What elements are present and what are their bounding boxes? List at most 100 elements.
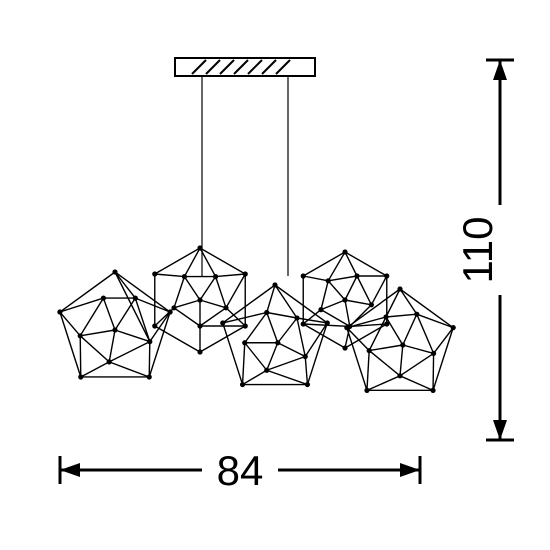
poly-edge bbox=[347, 317, 386, 328]
poly-node bbox=[147, 339, 152, 344]
poly-node bbox=[430, 388, 435, 393]
poly-node bbox=[197, 245, 202, 250]
poly-edge bbox=[103, 298, 115, 330]
poly-node bbox=[152, 271, 157, 276]
poly-edge bbox=[200, 300, 226, 308]
poly-node bbox=[397, 373, 402, 378]
poly-edge bbox=[243, 343, 245, 385]
poly-node bbox=[451, 325, 456, 330]
poly-node bbox=[342, 297, 347, 302]
poly-node bbox=[197, 323, 202, 328]
poly-edge bbox=[200, 326, 245, 352]
poly-node bbox=[303, 354, 308, 359]
poly-node bbox=[344, 325, 349, 330]
poly-edge bbox=[80, 336, 81, 377]
poly-edge bbox=[357, 276, 371, 305]
poly-edge bbox=[345, 300, 371, 305]
poly-node bbox=[133, 296, 138, 301]
poly-edge bbox=[400, 345, 403, 376]
poly-node bbox=[397, 286, 402, 291]
poly-node bbox=[383, 314, 388, 319]
poly-edge bbox=[433, 328, 453, 391]
canopy-hatch bbox=[192, 60, 206, 74]
poly-edge bbox=[155, 308, 174, 326]
poly-node bbox=[326, 278, 331, 283]
poly-edge bbox=[267, 343, 278, 371]
poly-node bbox=[152, 323, 157, 328]
poly-node bbox=[57, 309, 62, 314]
poly-node bbox=[367, 348, 372, 353]
poly-edge bbox=[60, 312, 80, 336]
poly-edge bbox=[200, 277, 216, 300]
poly-edge bbox=[347, 289, 400, 328]
poly-node bbox=[305, 382, 310, 387]
poly-edge bbox=[149, 342, 150, 377]
poly-edge bbox=[305, 357, 307, 385]
poly-edge bbox=[305, 323, 327, 357]
canopy-hatch bbox=[262, 60, 276, 74]
poly-node bbox=[107, 359, 112, 364]
poly-node bbox=[318, 307, 323, 312]
poly-node bbox=[171, 305, 176, 310]
width-dimension: 84 bbox=[60, 447, 420, 494]
poly-node bbox=[242, 340, 247, 345]
poly-edge bbox=[80, 336, 109, 362]
poly-edge bbox=[345, 276, 357, 300]
poly-node bbox=[414, 312, 419, 317]
poly-node bbox=[78, 374, 83, 379]
poly-node bbox=[112, 269, 117, 274]
poly-edge bbox=[245, 343, 267, 371]
poly-edge bbox=[386, 289, 400, 317]
poly-node bbox=[342, 249, 347, 254]
poly-node bbox=[384, 273, 389, 278]
poly-edge bbox=[369, 351, 400, 376]
poly-edge bbox=[386, 317, 403, 345]
poly-node bbox=[213, 274, 218, 279]
poly-edge bbox=[434, 328, 454, 354]
poly-node bbox=[400, 342, 405, 347]
poly-edge bbox=[267, 285, 275, 313]
poly-node bbox=[342, 345, 347, 350]
poly-edge bbox=[321, 300, 345, 310]
poly-node bbox=[364, 388, 369, 393]
poly-edge bbox=[155, 274, 185, 277]
poly-edge bbox=[328, 276, 357, 281]
canopy-hatch bbox=[276, 60, 290, 74]
poly-edge bbox=[216, 274, 246, 277]
poly-edge bbox=[345, 300, 350, 326]
poly-edge bbox=[275, 285, 327, 323]
poly-node bbox=[264, 368, 269, 373]
poly-node bbox=[431, 351, 436, 356]
poly-edge bbox=[369, 317, 386, 351]
height-label: 110 bbox=[454, 217, 501, 284]
poly-edge bbox=[226, 308, 245, 326]
width-label: 84 bbox=[217, 447, 264, 494]
lamp-body bbox=[57, 245, 456, 393]
poly-edge bbox=[275, 285, 297, 318]
dimension-diagram: 84 110 bbox=[0, 0, 550, 550]
poly-edge bbox=[80, 330, 115, 336]
poly-edge bbox=[267, 313, 278, 343]
canopy-hatch bbox=[206, 60, 220, 74]
poly-edge bbox=[226, 274, 245, 308]
poly-edge bbox=[386, 314, 417, 317]
poly-edge bbox=[243, 370, 267, 384]
poly-node bbox=[240, 382, 245, 387]
poly-edge bbox=[328, 281, 345, 300]
canopy-hatch bbox=[220, 60, 234, 74]
poly-edge bbox=[321, 281, 328, 310]
poly-node bbox=[369, 302, 374, 307]
poly-edge bbox=[174, 308, 200, 326]
poly-edge bbox=[60, 312, 81, 377]
poly-edge bbox=[216, 277, 226, 308]
poly-edge bbox=[267, 370, 308, 384]
poly-edge bbox=[303, 276, 328, 281]
height-dimension: 110 bbox=[454, 60, 514, 440]
poly-node bbox=[197, 349, 202, 354]
poly-node bbox=[294, 315, 299, 320]
poly-edge bbox=[400, 289, 453, 328]
poly-node bbox=[197, 297, 202, 302]
poly-edge bbox=[433, 353, 434, 390]
polyhedron bbox=[152, 245, 248, 354]
poly-node bbox=[243, 323, 248, 328]
